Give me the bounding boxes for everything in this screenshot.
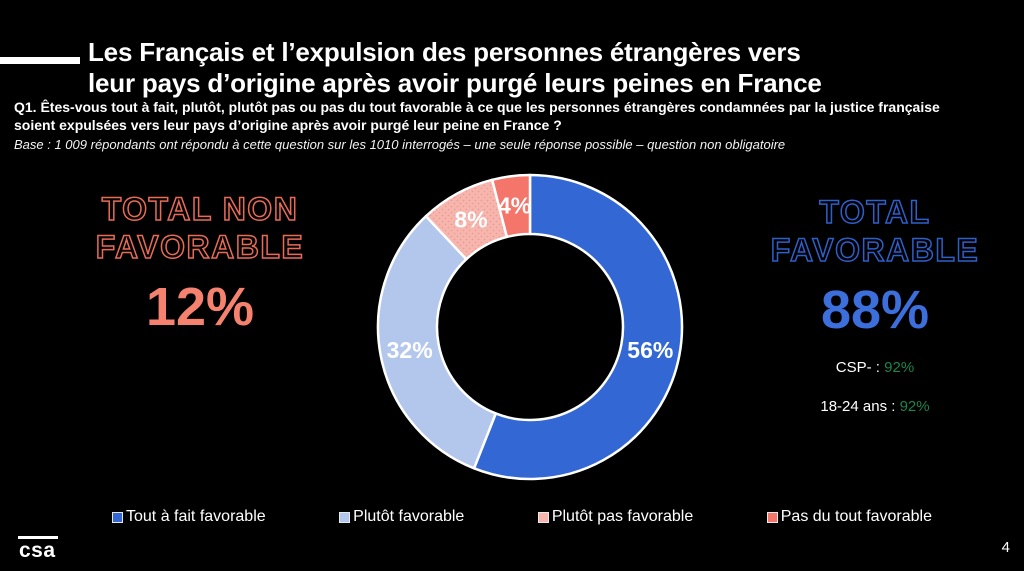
legend-swatch-0 [112,511,123,523]
total-favorable-block: TOTAL FAVORABLE 88% CSP- : 92% 18-24 ans… [765,193,985,415]
base-note: Base : 1 009 répondants ont répondu à ce… [14,137,786,152]
total-non-favorable-label-line2: FAVORABLE [95,228,305,266]
total-non-favorable-label: TOTAL NON FAVORABLE [50,190,350,266]
total-favorable-label-line1: TOTAL [819,193,931,231]
page-number: 4 [1001,539,1010,556]
legend-label-3: Pas du tout favorable [780,508,932,525]
page-title-line2: leur pays d’origine après avoir purgé le… [88,68,822,98]
legend-label-1: Plutôt favorable [353,508,465,525]
legend-label-0: Tout à fait favorable [126,508,266,525]
csa-logo: csa [18,536,58,562]
legend-swatch-1 [339,511,351,523]
question-line1: Q1. Êtes-vous tout à fait, plutôt, plutô… [14,99,940,115]
title-accent-bar [0,57,80,64]
total-non-favorable-label-line1: TOTAL NON [101,190,299,228]
page-title: Les Français et l’expulsion des personne… [88,37,822,99]
page-title-line1: Les Français et l’expulsion des personne… [88,37,801,67]
legend-item-0: Tout à fait favorable [112,508,266,526]
donut-slice-0 [472,173,684,481]
callout-18-24: 18-24 ans : 92% [765,398,985,415]
callout-csp-value: 92% [884,359,915,376]
total-favorable-label: TOTAL FAVORABLE [765,193,985,269]
callout-csp: CSP- : 92% [765,359,985,376]
donut-slice-label-1: 32% [387,337,433,363]
donut-slice-label-0: 56% [627,337,673,363]
legend-item-3: Pas du tout favorable [766,508,932,526]
donut-slice-3 [490,173,532,239]
callout-18-24-label: 18-24 ans : [820,398,896,415]
total-non-favorable-block: TOTAL NON FAVORABLE 12% [50,190,350,334]
question-text: Q1. Êtes-vous tout à fait, plutôt, plutô… [14,98,1014,134]
callout-csp-label: CSP- : [835,359,880,376]
question-line2: soient expulsées vers leur pays d’origin… [14,117,562,133]
legend-swatch-3 [766,511,778,523]
legend-item-2: Plutôt pas favorable [537,508,694,526]
donut-slice-label-3: 4% [498,192,531,218]
legend-swatch-2 [537,511,549,523]
legend-item-1: Plutôt favorable [339,508,464,526]
donut-chart: 56% 32% 8% 4% [360,157,700,497]
donut-slice-1 [376,214,498,470]
donut-chart-svg: 56% 32% 8% 4% [376,173,684,481]
total-favorable-value: 88% [820,280,930,340]
total-favorable-label-line2: FAVORABLE [770,231,980,269]
legend-label-2: Plutôt pas favorable [551,508,694,525]
total-non-favorable-value: 12% [145,277,255,337]
donut-slice-label-2: 8% [454,207,487,233]
chart-legend: Tout à fait favorable Plutôt favorable Plu… [112,508,932,526]
callout-18-24-value: 92% [899,398,930,415]
